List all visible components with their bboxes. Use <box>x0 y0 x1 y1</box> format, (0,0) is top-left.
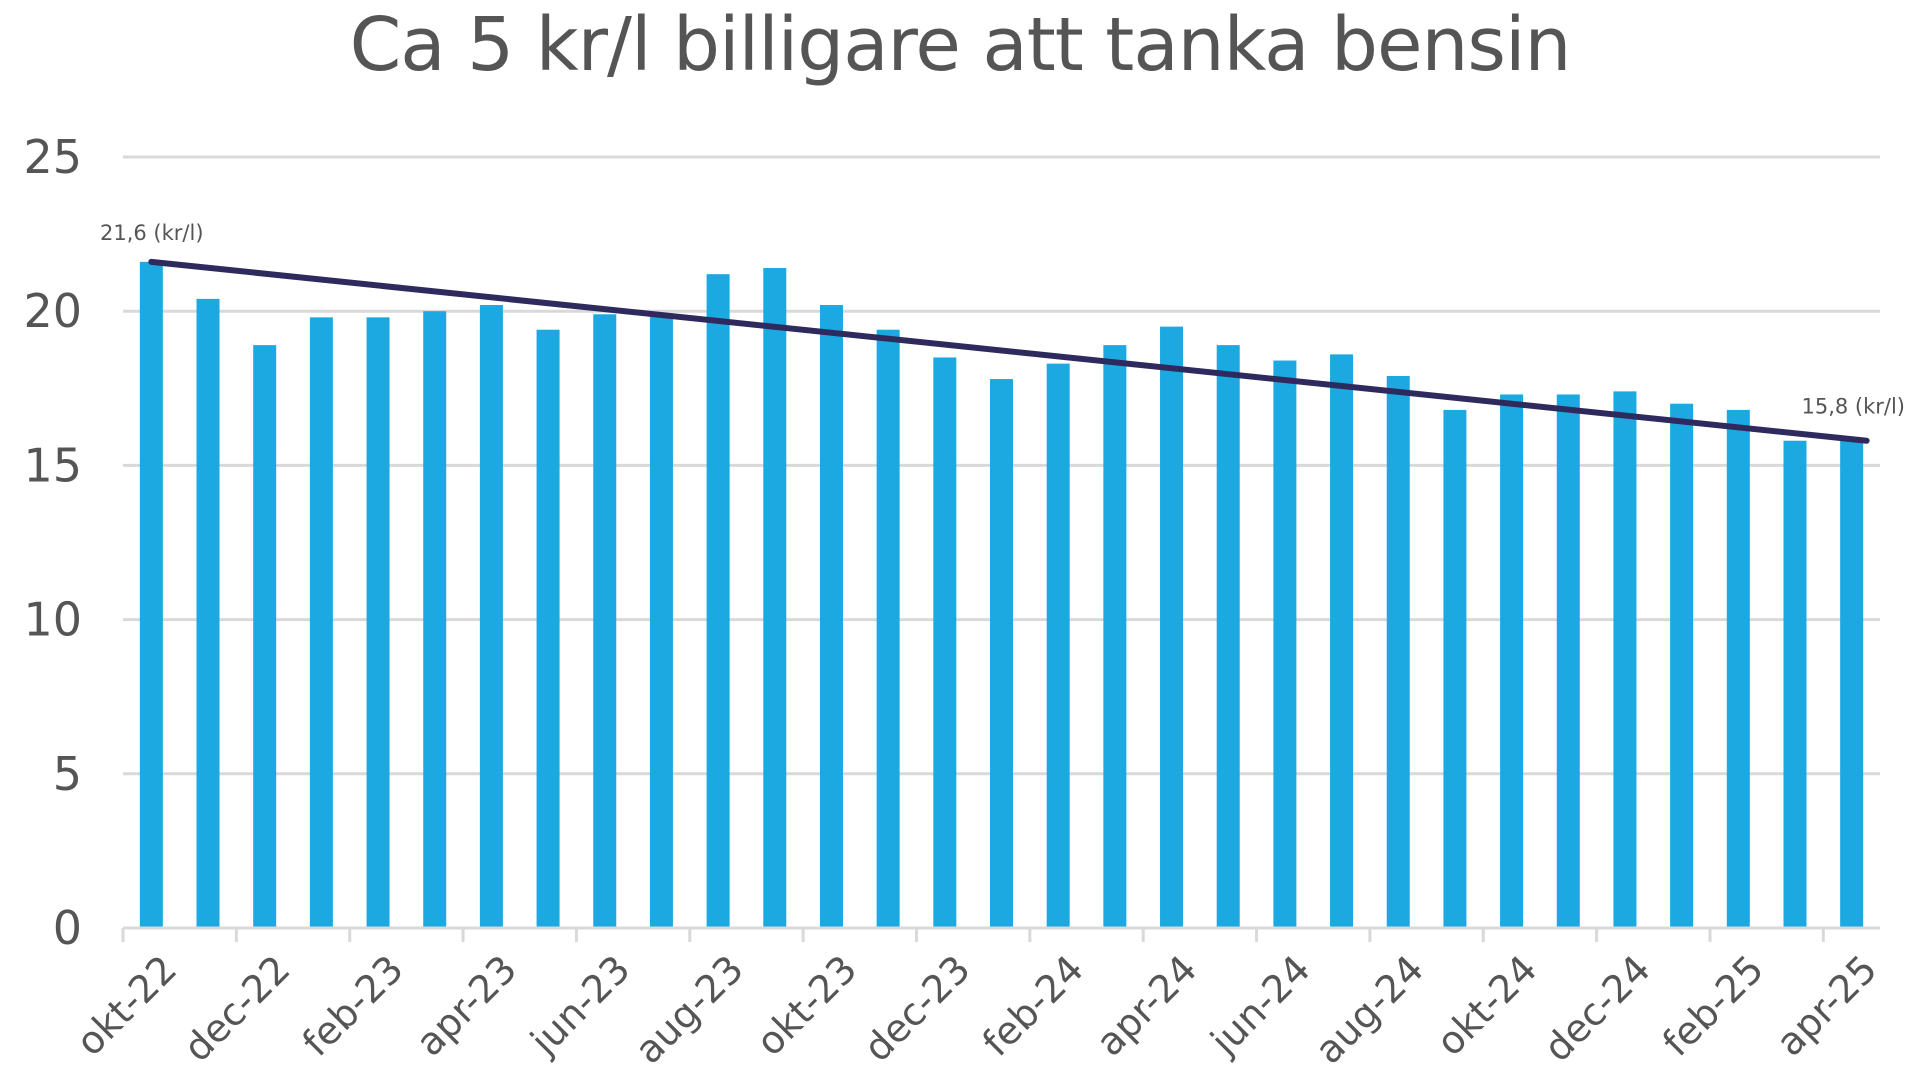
bar <box>366 317 390 928</box>
x-tick-label: jun-23 <box>521 947 638 1064</box>
y-tick-label: 25 <box>23 130 82 184</box>
y-tick-label: 10 <box>23 593 82 647</box>
bar <box>1103 345 1127 928</box>
bar <box>1160 326 1184 928</box>
x-tick-label: okt-23 <box>748 947 866 1065</box>
bar <box>876 329 900 929</box>
bar <box>196 298 220 928</box>
annotation-start: 21,6 (kr/l) <box>100 221 204 245</box>
bar <box>1046 363 1070 928</box>
bar <box>819 305 843 929</box>
bar <box>1443 409 1467 928</box>
bar <box>990 379 1013 929</box>
y-tick-label: 20 <box>23 284 82 338</box>
bar <box>649 314 673 928</box>
bar <box>253 345 277 928</box>
bar <box>1613 391 1637 928</box>
bar <box>706 274 730 928</box>
bar <box>1556 394 1580 928</box>
x-tick-label: jun-24 <box>1202 947 1319 1064</box>
x-tick-label: dec-22 <box>175 947 298 1070</box>
annotation-end: 15,8 (kr/l) <box>1801 395 1905 419</box>
bar <box>1670 403 1694 929</box>
bar <box>536 329 560 929</box>
bar <box>1783 440 1807 928</box>
x-tick-label: aug-23 <box>626 947 752 1073</box>
x-tick-label: okt-22 <box>68 947 186 1065</box>
x-tick-label: apr-24 <box>1088 947 1206 1065</box>
bar <box>763 268 787 928</box>
x-tick-label: dec-24 <box>1535 947 1658 1070</box>
bar <box>1840 440 1864 928</box>
x-tick-label: feb-23 <box>294 947 412 1065</box>
bar <box>309 317 333 928</box>
x-tick-label: dec-23 <box>855 947 978 1070</box>
x-tick-label: aug-24 <box>1307 947 1433 1073</box>
bar <box>1216 345 1240 928</box>
bar <box>933 357 957 929</box>
bar <box>479 305 503 929</box>
y-tick-label: 0 <box>53 901 82 955</box>
y-tick-label: 5 <box>53 747 82 801</box>
bar <box>139 261 163 929</box>
bar <box>423 311 447 928</box>
bar <box>1273 360 1297 928</box>
y-tick-label: 15 <box>23 438 82 492</box>
bar <box>1330 354 1354 929</box>
x-tick-label: feb-25 <box>1654 947 1772 1065</box>
bar <box>1386 375 1410 928</box>
x-tick-label: apr-25 <box>1768 947 1886 1065</box>
bar <box>1500 394 1524 928</box>
x-tick-label: apr-23 <box>407 947 525 1065</box>
bar <box>593 314 617 928</box>
x-tick-label: feb-24 <box>974 947 1092 1065</box>
chart-title: Ca 5 kr/l billigare att tanka bensin <box>349 2 1572 88</box>
trend-line <box>148 258 1870 444</box>
x-tick-label: okt-24 <box>1428 947 1546 1065</box>
bar <box>1726 409 1750 928</box>
